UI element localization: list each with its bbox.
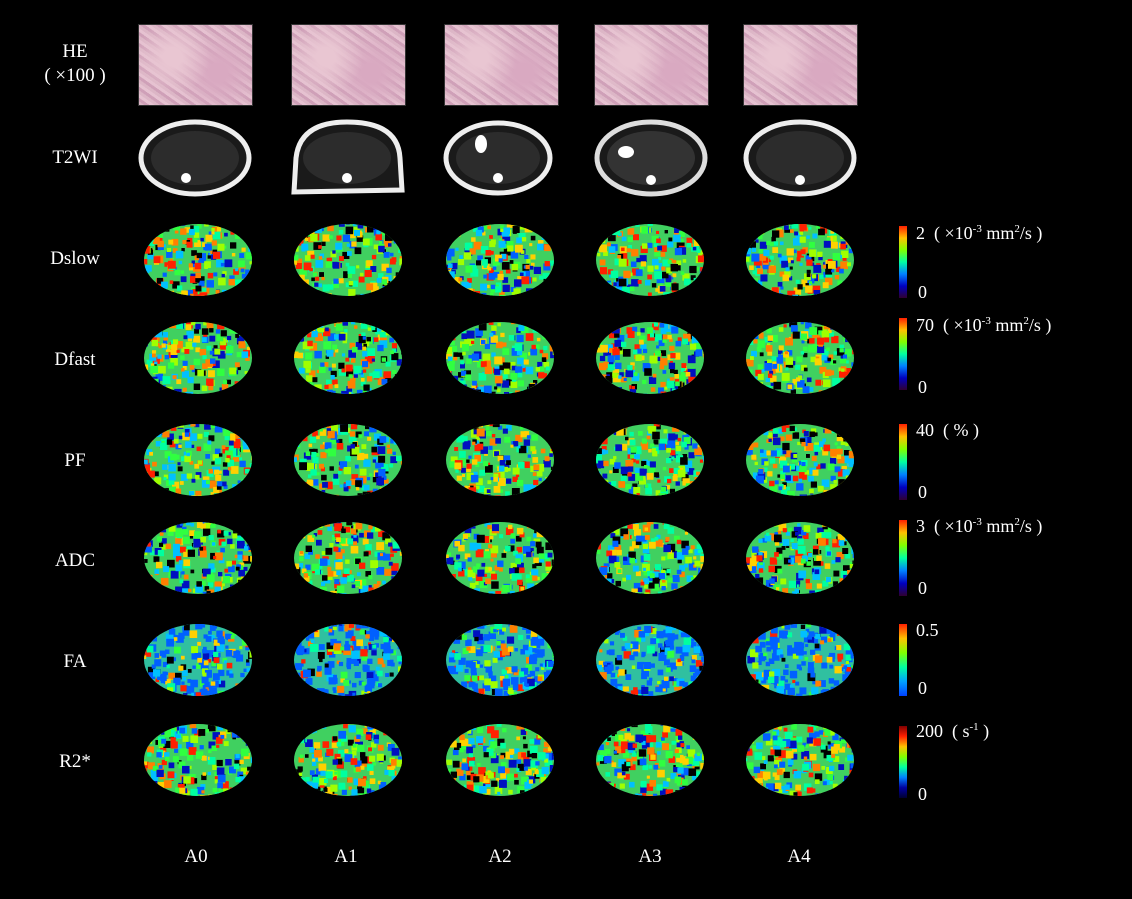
row-label-dslow: Dslow <box>50 248 100 269</box>
row-label-fa: FA <box>63 651 87 672</box>
t2wi-image-a1 <box>291 119 405 195</box>
dfast-map-a2 <box>446 322 554 394</box>
col-label-a1: A1 <box>334 846 358 867</box>
t2wi-image-a2 <box>443 120 553 196</box>
r2star-map-a3 <box>596 724 704 796</box>
adc-map-a3 <box>596 522 704 594</box>
he-magnification: ( ×100 ) <box>44 65 106 86</box>
row-label-r2star: R2* <box>59 751 91 772</box>
dfast-map-a4 <box>746 322 854 394</box>
adc-map-a1 <box>294 522 402 594</box>
pf-map-a2 <box>446 424 554 496</box>
r2star-colorbar-max: 200 ( s-1 ) <box>916 721 990 741</box>
pf-colorbar <box>899 424 907 500</box>
pf-map-a4 <box>746 424 854 496</box>
he-image-a0 <box>138 24 253 106</box>
pf-colorbar-max: 40 ( % ) <box>916 420 979 440</box>
col-label-a2: A2 <box>488 846 512 867</box>
dfast-map-a1 <box>294 322 402 394</box>
he-image-a1 <box>291 24 406 106</box>
dfast-map-a0 <box>144 322 252 394</box>
r2star-map-a1 <box>294 724 402 796</box>
col-label-a3: A3 <box>638 846 662 867</box>
col-label-a4: A4 <box>787 846 811 867</box>
r2star-map-a0 <box>144 724 252 796</box>
dfast-colorbar <box>899 318 907 390</box>
he-image-a4 <box>743 24 858 106</box>
adc-map-a0 <box>144 522 252 594</box>
dfast-colorbar-max: 70 ( ×10-3 mm2/s ) <box>916 315 1052 335</box>
pf-map-a0 <box>144 424 252 496</box>
he-label: HE <box>62 41 88 62</box>
adc-colorbar-min: 0 <box>918 578 927 598</box>
row-label-pf: PF <box>64 450 86 471</box>
t2wi-image-a0 <box>138 119 252 197</box>
fa-map-a3 <box>596 624 704 696</box>
fa-colorbar-min: 0 <box>918 678 927 698</box>
dslow-colorbar-min: 0 <box>918 282 927 302</box>
fa-colorbar <box>899 624 907 696</box>
fa-colorbar-max: 0.5 <box>916 620 939 640</box>
dfast-colorbar-min: 0 <box>918 377 927 397</box>
fa-map-a1 <box>294 624 402 696</box>
r2star-map-a2 <box>446 724 554 796</box>
row-label-he: HE ( ×100 ) <box>20 40 130 88</box>
dslow-map-a4 <box>746 224 854 296</box>
col-label-a0: A0 <box>184 846 208 867</box>
dslow-colorbar-max: 2 ( ×10-3 mm2/s ) <box>916 223 1043 243</box>
he-image-a3 <box>594 24 709 106</box>
fa-map-a0 <box>144 624 252 696</box>
dslow-map-a1 <box>294 224 402 296</box>
dslow-map-a2 <box>446 224 554 296</box>
t2wi-image-a3 <box>594 119 708 197</box>
he-image-a2 <box>444 24 559 106</box>
dfast-map-a3 <box>596 322 704 394</box>
pf-map-a3 <box>596 424 704 496</box>
pf-colorbar-min: 0 <box>918 482 927 502</box>
row-label-adc: ADC <box>54 550 96 571</box>
dslow-map-a3 <box>596 224 704 296</box>
adc-map-a2 <box>446 522 554 594</box>
t2wi-image-a4 <box>743 119 857 197</box>
adc-map-a4 <box>746 522 854 594</box>
row-label-dfast: Dfast <box>54 349 96 370</box>
row-label-t2wi: T2WI <box>52 147 98 168</box>
fa-map-a4 <box>746 624 854 696</box>
pf-map-a1 <box>294 424 402 496</box>
adc-colorbar <box>899 520 907 596</box>
adc-colorbar-max: 3 ( ×10-3 mm2/s ) <box>916 516 1043 536</box>
dslow-map-a0 <box>144 224 252 296</box>
fa-map-a2 <box>446 624 554 696</box>
dslow-colorbar <box>899 226 907 298</box>
r2star-map-a4 <box>746 724 854 796</box>
r2star-colorbar <box>899 726 907 798</box>
r2star-colorbar-min: 0 <box>918 784 927 804</box>
